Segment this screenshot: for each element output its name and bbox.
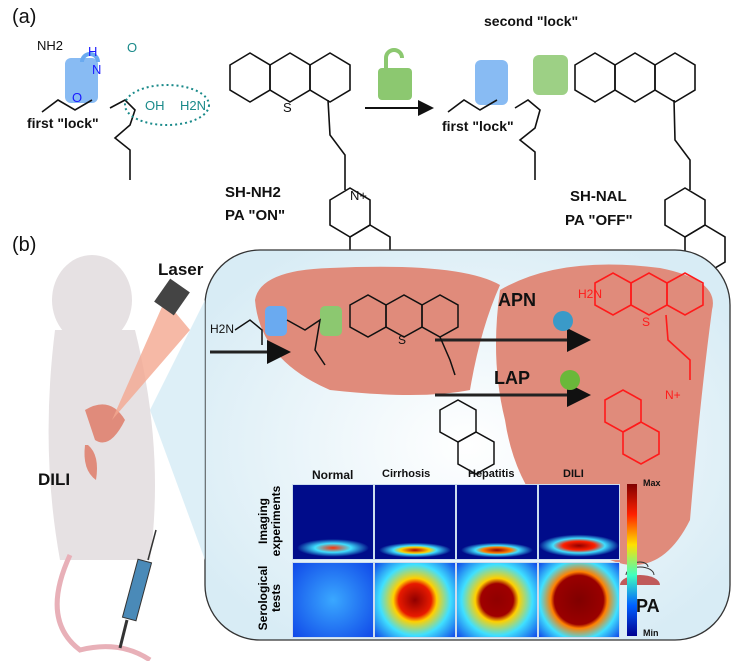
group-nplus: N+ — [350, 188, 367, 203]
substrate-s: S — [398, 333, 407, 347]
lap-enzyme-icon — [560, 370, 580, 390]
group-s: S — [283, 100, 292, 115]
group-h: H — [88, 44, 98, 59]
row-imaging: Imaging experiments — [256, 485, 283, 557]
compound-name-sh-nal: SH-NAL — [570, 188, 627, 205]
colorbar — [627, 484, 637, 636]
product-n: N+ — [665, 388, 681, 402]
compound-state-off: PA "OFF" — [565, 212, 633, 229]
colorbar-min: Min — [643, 628, 659, 638]
group-h2n: H2N — [180, 98, 207, 113]
mouse-illustration — [48, 255, 190, 661]
group-n: N — [92, 62, 102, 77]
compound-name-sh-nh2: SH-NH2 — [225, 184, 281, 201]
serology-dili — [538, 562, 620, 638]
product-molecule — [594, 272, 704, 465]
first-lock-label: first "lock" — [27, 115, 99, 131]
dili-label: DILI — [38, 470, 71, 489]
apn-enzyme-icon — [553, 311, 573, 331]
green-lock-icon — [378, 68, 412, 100]
compound-state-on: PA "ON" — [225, 207, 286, 224]
group-nh2: NH2 — [37, 38, 64, 53]
molecule-sh-nh2 — [41, 52, 391, 275]
imaging-cirrhosis — [374, 484, 456, 560]
syringe-icon — [118, 529, 157, 649]
column-hepatitis: Hepatitis — [468, 468, 515, 480]
first-lock-label-right: first "lock" — [442, 118, 514, 134]
molecule-sh-nal — [447, 52, 726, 275]
panel-a-label: (a) — [12, 6, 37, 28]
group-o-teal: O — [127, 40, 138, 55]
column-normal: Normal — [312, 468, 354, 482]
column-cirrhosis: Cirrhosis — [382, 468, 431, 480]
serology-cirrhosis — [374, 562, 456, 638]
imaging-dili — [538, 484, 620, 560]
column-dili: DILI — [563, 468, 584, 480]
substrate-h2n: H2N — [210, 322, 235, 336]
enzyme-apn-label: APN — [498, 290, 537, 310]
serology-normal — [292, 562, 374, 638]
group-oh: OH — [145, 98, 165, 113]
product-s: S — [642, 315, 651, 329]
second-lock-label: second "lock" — [484, 13, 579, 29]
row-serological: Serological tests — [256, 565, 283, 631]
imaging-hepatitis — [456, 484, 538, 560]
imaging-normal — [292, 484, 374, 560]
enzyme-lap-label: LAP — [494, 368, 530, 388]
colorbar-max: Max — [643, 478, 661, 488]
panel-b-label: (b) — [12, 234, 37, 256]
serology-hepatitis — [456, 562, 538, 638]
group-o-blue: O — [72, 90, 83, 105]
product-h2n: H2N — [578, 287, 603, 301]
pa-label: PA — [636, 596, 660, 616]
substrate-molecule — [234, 294, 495, 475]
laser-label: Laser — [158, 260, 204, 279]
